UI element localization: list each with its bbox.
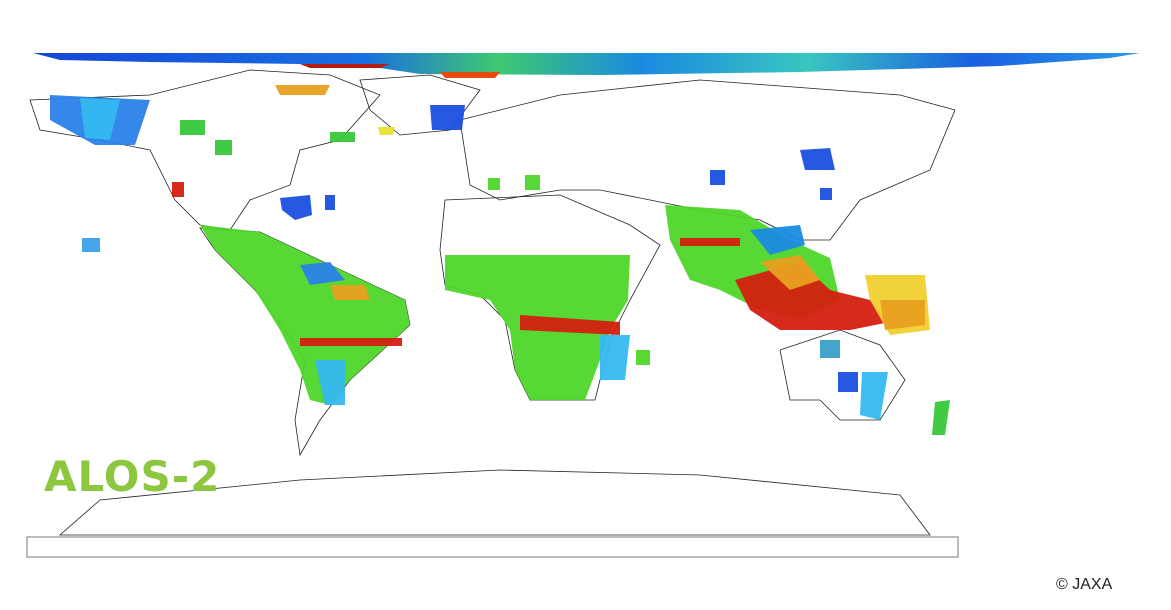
coverage-patch: [838, 372, 858, 392]
coverage-patch: [820, 188, 832, 200]
swath-strip-red: [300, 64, 390, 68]
coverage-patch: [860, 372, 888, 420]
coverage-patch: [636, 350, 650, 365]
coverage-patch: [488, 178, 500, 190]
coverage-patch: [325, 195, 335, 210]
coverage-patch: [330, 285, 370, 300]
coverage-patch: [172, 182, 184, 197]
coverage-patch: [735, 262, 890, 330]
coverage-patch: [710, 170, 725, 185]
logo: ALOS-2: [44, 452, 221, 501]
coverage-patch: [800, 148, 835, 170]
coverage-patch: [750, 225, 805, 255]
coverage-patch: [80, 98, 120, 140]
swath-strip-red: [440, 72, 500, 78]
coverage-patch: [820, 340, 840, 358]
coverage-patch: [378, 127, 395, 135]
coverage-patch: [525, 175, 540, 190]
coverage-patch: [180, 120, 205, 135]
coverage-patch: [300, 262, 345, 285]
coverage-patch: [330, 132, 355, 142]
coverage-patch: [880, 300, 925, 330]
land-outline: [58, 469, 931, 536]
coverage-patch: [315, 360, 345, 405]
coverage-patch: [82, 238, 100, 252]
swath-strip: [33, 53, 1140, 75]
coverage-patch: [300, 338, 402, 346]
coverage-patch: [520, 315, 620, 335]
coverage-patch: [280, 195, 312, 220]
coverage-patch: [215, 140, 232, 155]
coverage-patch: [932, 400, 950, 435]
coverage-patch: [275, 85, 330, 95]
coverage-patch: [600, 335, 630, 380]
map-frame: [26, 536, 959, 558]
credit: © JAXA: [1056, 576, 1113, 593]
coverage-patch: [430, 105, 465, 130]
coverage-patch: [760, 255, 820, 290]
coverage-patch: [200, 225, 410, 405]
coverage-patch: [680, 238, 740, 246]
